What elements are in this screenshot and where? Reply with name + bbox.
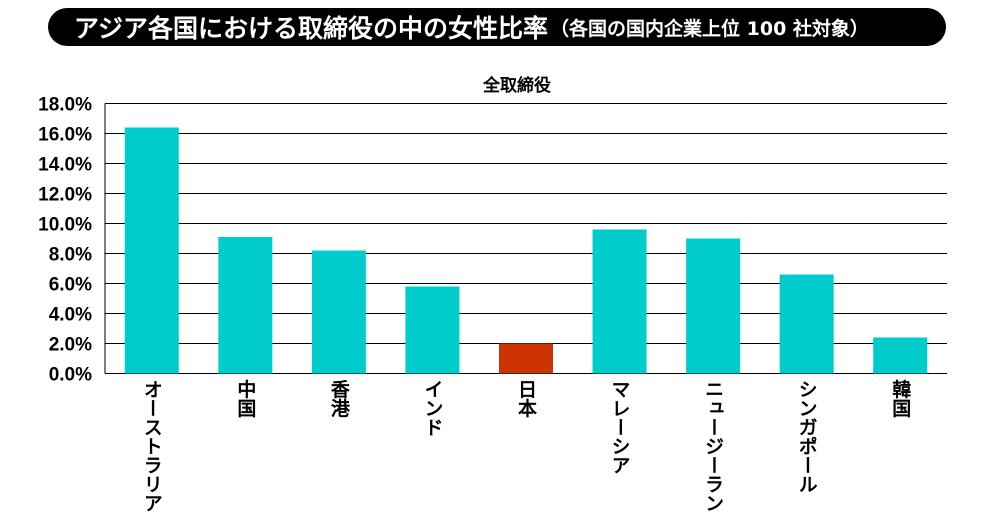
x-tick-label: 中国 — [234, 378, 256, 417]
x-axis-labels: オーストラリア 中国 香港 インド 日本 マレーシア ニュージーランド シンガポール 韓国 — [141, 378, 911, 514]
y-tick-label: 0.0% — [49, 365, 92, 386]
x-tick-label: シンガポール — [796, 380, 818, 494]
y-tick-label: 2.0% — [49, 335, 92, 356]
x-tick-label: ニュージーランド — [702, 380, 724, 514]
x-tick-label: マレーシア — [609, 380, 631, 475]
chart-title: アジア各国における取締役の中の女性比率 — [74, 14, 549, 43]
chart-title-banner: アジア各国における取締役の中の女性比率 （各国の国内企業上位 100 社対象） — [48, 8, 946, 46]
y-tick-label: 8.0% — [49, 245, 92, 266]
chart-title-note: （各国の国内企業上位 100 社対象） — [550, 17, 869, 40]
x-tick-label: 香港 — [328, 379, 351, 418]
y-tick-label: 16.0% — [38, 125, 92, 146]
x-tick-label: インド — [421, 380, 443, 437]
y-tick-label: 14.0% — [38, 155, 92, 176]
x-tick-label: 韓国 — [889, 378, 911, 417]
bar — [779, 274, 834, 374]
bar — [311, 250, 366, 374]
chart-subtitle: 全取締役 — [482, 75, 551, 96]
y-tick-label: 12.0% — [38, 185, 92, 206]
y-tick-label: 10.0% — [38, 215, 92, 236]
y-axis-ticks: 0.0% 2.0% 4.0% 6.0% 8.0% 10.0% 12.0% 14.0% 16.0%… — [38, 95, 92, 386]
bar — [218, 237, 273, 374]
bar — [686, 238, 741, 374]
bar — [124, 127, 179, 374]
bar — [499, 343, 553, 374]
y-tick-label: 4.0% — [49, 305, 92, 326]
bars — [124, 127, 928, 374]
x-tick-label: 日本 — [515, 380, 537, 419]
bar — [592, 229, 647, 374]
y-tick-label: 6.0% — [49, 275, 92, 296]
bar — [405, 286, 460, 374]
bar — [873, 337, 928, 374]
y-tick-label: 18.0% — [38, 95, 92, 116]
x-tick-label: オーストラリア — [141, 380, 163, 513]
